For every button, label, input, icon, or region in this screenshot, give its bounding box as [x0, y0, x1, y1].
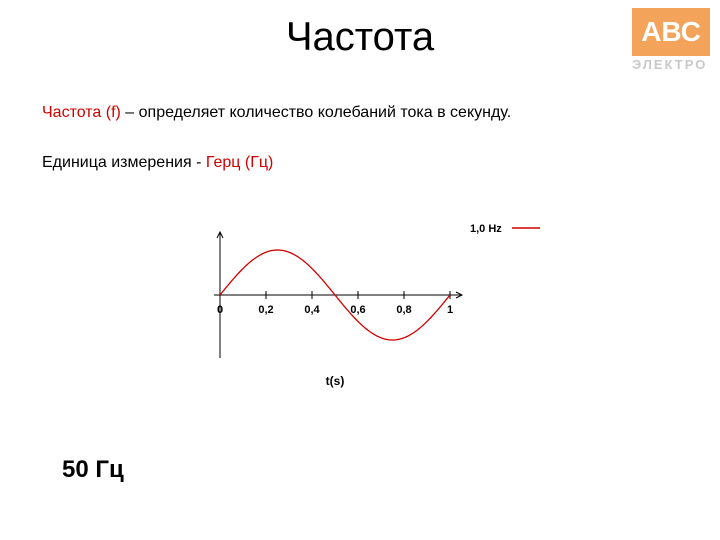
svg-text:1,0 Hz: 1,0 Hz: [470, 223, 502, 235]
svg-text:0: 0: [217, 304, 223, 316]
svg-text:0,4: 0,4: [304, 304, 320, 316]
frequency-value: 50 Гц: [62, 456, 124, 484]
term-red: Частота (f): [42, 104, 125, 121]
svg-text:0,8: 0,8: [396, 304, 411, 316]
sine-chart: 0 0,2 0,4 0,6 0,8 1 1,0 Hz t(s): [180, 220, 540, 400]
svg-text:1: 1: [447, 304, 453, 316]
svg-text:0,2: 0,2: [258, 304, 273, 316]
page-title: Частота: [0, 15, 720, 60]
unit-line: Единица измерения - Герц (Гц): [42, 154, 273, 172]
chart-svg: 0 0,2 0,4 0,6 0,8 1 1,0 Hz t(s): [180, 220, 540, 400]
svg-text:t(s): t(s): [326, 374, 345, 388]
svg-text:0,6: 0,6: [350, 304, 365, 316]
definition-line: Частота (f) – определяет количество коле…: [42, 104, 511, 122]
unit-prefix: Единица измерения -: [42, 154, 206, 171]
unit-red: Герц (Гц): [206, 154, 273, 171]
definition-text: – определяет количество колебаний тока в…: [125, 104, 511, 121]
